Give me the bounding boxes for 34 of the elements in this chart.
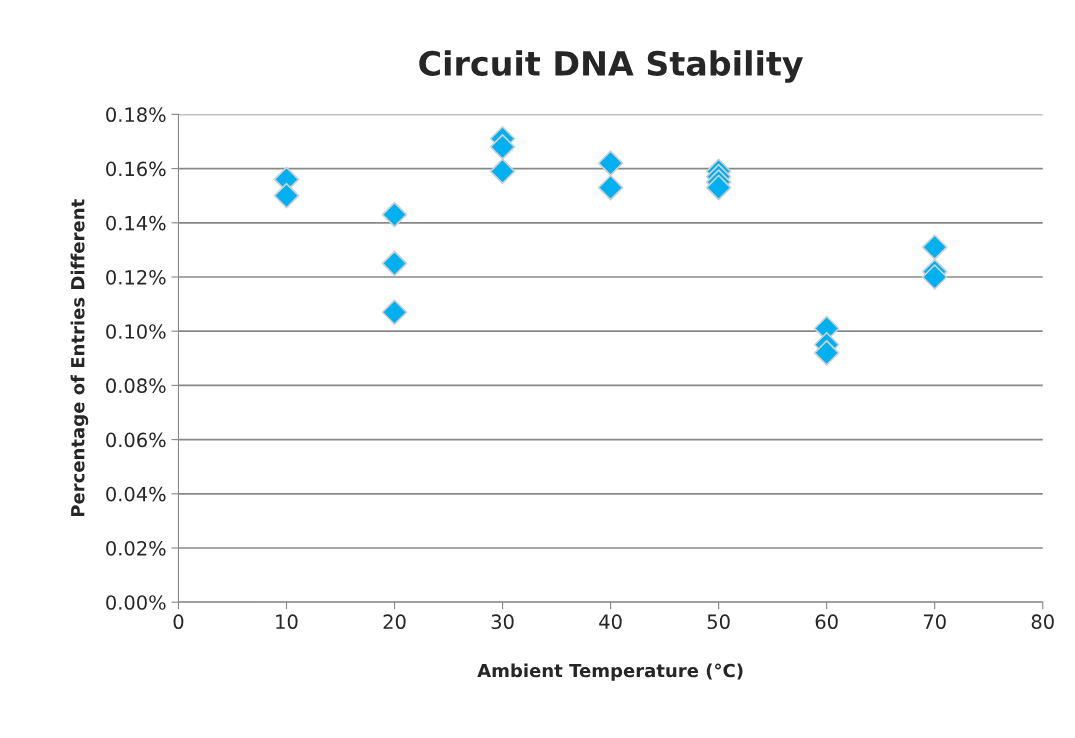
y-tick-label: 0.14% <box>106 215 166 231</box>
point <box>597 150 624 177</box>
point <box>381 201 408 228</box>
point <box>921 234 948 261</box>
y-tick-label: 0.12% <box>106 269 166 285</box>
y-tick-label: 0.10% <box>106 324 166 339</box>
y-axis-title: Percentage of Entries Different <box>70 199 89 517</box>
point <box>921 264 948 290</box>
x-tick-label: 20 <box>383 614 406 630</box>
x-tick-label: 60 <box>815 614 838 630</box>
x-tick-label: 50 <box>707 614 730 630</box>
point <box>489 158 516 185</box>
y-tick-label: 0.04% <box>106 486 166 502</box>
y-tick-label: 0.06% <box>106 432 166 448</box>
x-tick-label: 80 <box>1031 614 1054 630</box>
point <box>381 299 408 326</box>
point <box>273 182 300 209</box>
chart-title: Circuit DNA Stability <box>419 50 803 83</box>
y-tick-label: 0.00% <box>106 595 166 610</box>
point <box>813 340 840 366</box>
y-tick-label: 0.18% <box>106 107 166 123</box>
y-tick-label: 0.02% <box>106 540 166 556</box>
x-tick-label: 70 <box>923 614 946 630</box>
y-tick-label: 0.16% <box>106 161 166 177</box>
point <box>381 250 408 277</box>
x-tick-label: 30 <box>491 614 514 630</box>
x-axis-title: Ambient Temperature (°C) <box>477 663 743 681</box>
x-tick-label: 40 <box>599 614 622 630</box>
x-tick-label: 10 <box>276 614 298 630</box>
y-tick-label: 0.08% <box>106 378 166 394</box>
point <box>597 174 624 201</box>
x-tick-label: 0 <box>173 614 184 630</box>
point <box>705 174 732 201</box>
point <box>489 134 516 160</box>
